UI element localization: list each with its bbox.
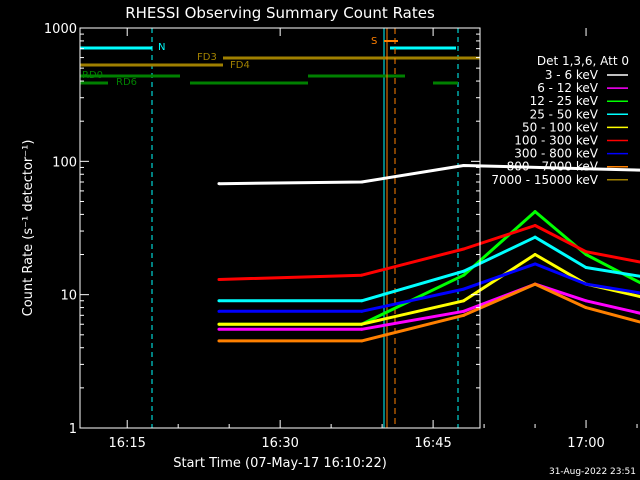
series-line [219, 282, 640, 331]
x-tick-label: 16:45 [414, 436, 451, 451]
flag-label-fd3: FD3 [197, 52, 217, 63]
series-point [462, 269, 466, 273]
legend-entry-label: 50 - 100 keV [522, 120, 599, 134]
series-point [533, 282, 537, 286]
series-point [462, 164, 466, 168]
series-point [533, 253, 537, 257]
series-line [219, 210, 640, 326]
x-tick-label: 17:00 [567, 436, 604, 451]
series-point [462, 273, 466, 277]
series-point [360, 327, 364, 331]
plot-frame [79, 27, 481, 429]
legend-header: Det 1,3,6, Att 0 [537, 54, 629, 68]
flag-label-s: S [371, 36, 377, 47]
series-line [219, 235, 640, 303]
series-point [217, 322, 221, 326]
series-point [584, 253, 588, 257]
y-axis: 1 10 100 1000 [44, 22, 480, 437]
legend-entry-label: 3 - 6 keV [545, 68, 599, 82]
series-point [533, 235, 537, 239]
legend-entry-label: 300 - 800 keV [514, 147, 598, 161]
flag-label-n: N [158, 42, 165, 53]
series-point [533, 210, 537, 214]
series-point [584, 250, 588, 254]
legend-entry-label: 7000 - 15000 keV [491, 173, 598, 187]
series-point [217, 299, 221, 303]
series-point [462, 313, 466, 317]
footer-date: 31-Aug-2022 23:51 [549, 467, 636, 477]
series-point [584, 167, 588, 171]
flag-label-rd6: RD6 [116, 77, 137, 88]
legend-entry-label: 12 - 25 keV [530, 94, 599, 108]
series-point [360, 273, 364, 277]
series-point [462, 247, 466, 251]
observing-flags: N FD3 FD4 RD0 RD6 S [80, 28, 480, 428]
series-point [360, 299, 364, 303]
y-tick-label: 100 [52, 155, 77, 170]
series-line [219, 262, 640, 313]
x-axis-label: Start Time (07-May-17 16:10:22) [173, 456, 387, 471]
series-point [584, 265, 588, 269]
series-line [218, 224, 640, 281]
series-point [360, 309, 364, 313]
flag-label-rd0: RD0 [82, 70, 103, 81]
series-layer [217, 164, 640, 343]
series-point [360, 322, 364, 326]
y-tick-label: 1000 [44, 22, 77, 37]
series-line [219, 253, 640, 326]
series-point [462, 287, 466, 291]
x-tick-label: 16:15 [108, 436, 145, 451]
legend-entry-label: 25 - 50 keV [530, 107, 599, 121]
series-point [217, 339, 221, 343]
x-tick-label: 16:30 [261, 436, 298, 451]
series-point [217, 309, 221, 313]
series-point [217, 182, 221, 186]
legend-entry-label: 100 - 300 keV [514, 134, 598, 148]
y-tick-label: 1 [69, 422, 77, 437]
y-tick-label: 10 [60, 289, 77, 304]
series-point [584, 282, 588, 286]
series-point [360, 339, 364, 343]
legend-entry-label: 800 - 7000 keV [507, 160, 599, 174]
series-point [533, 224, 537, 228]
y-axis-label: Count Rate (s⁻¹ detector⁻¹) [21, 140, 36, 317]
series-point [533, 262, 537, 266]
legend-entry-label: 6 - 12 keV [537, 81, 599, 95]
series-point [584, 306, 588, 310]
flag-label-fd4: FD4 [230, 60, 250, 71]
series-point [217, 277, 221, 281]
series-point [462, 309, 466, 313]
series-point [217, 327, 221, 331]
series-line [219, 282, 640, 343]
series-point [462, 299, 466, 303]
chart-title: RHESSI Observing Summary Count Rates [125, 4, 435, 22]
series-point [360, 180, 364, 184]
series-point [584, 299, 588, 303]
